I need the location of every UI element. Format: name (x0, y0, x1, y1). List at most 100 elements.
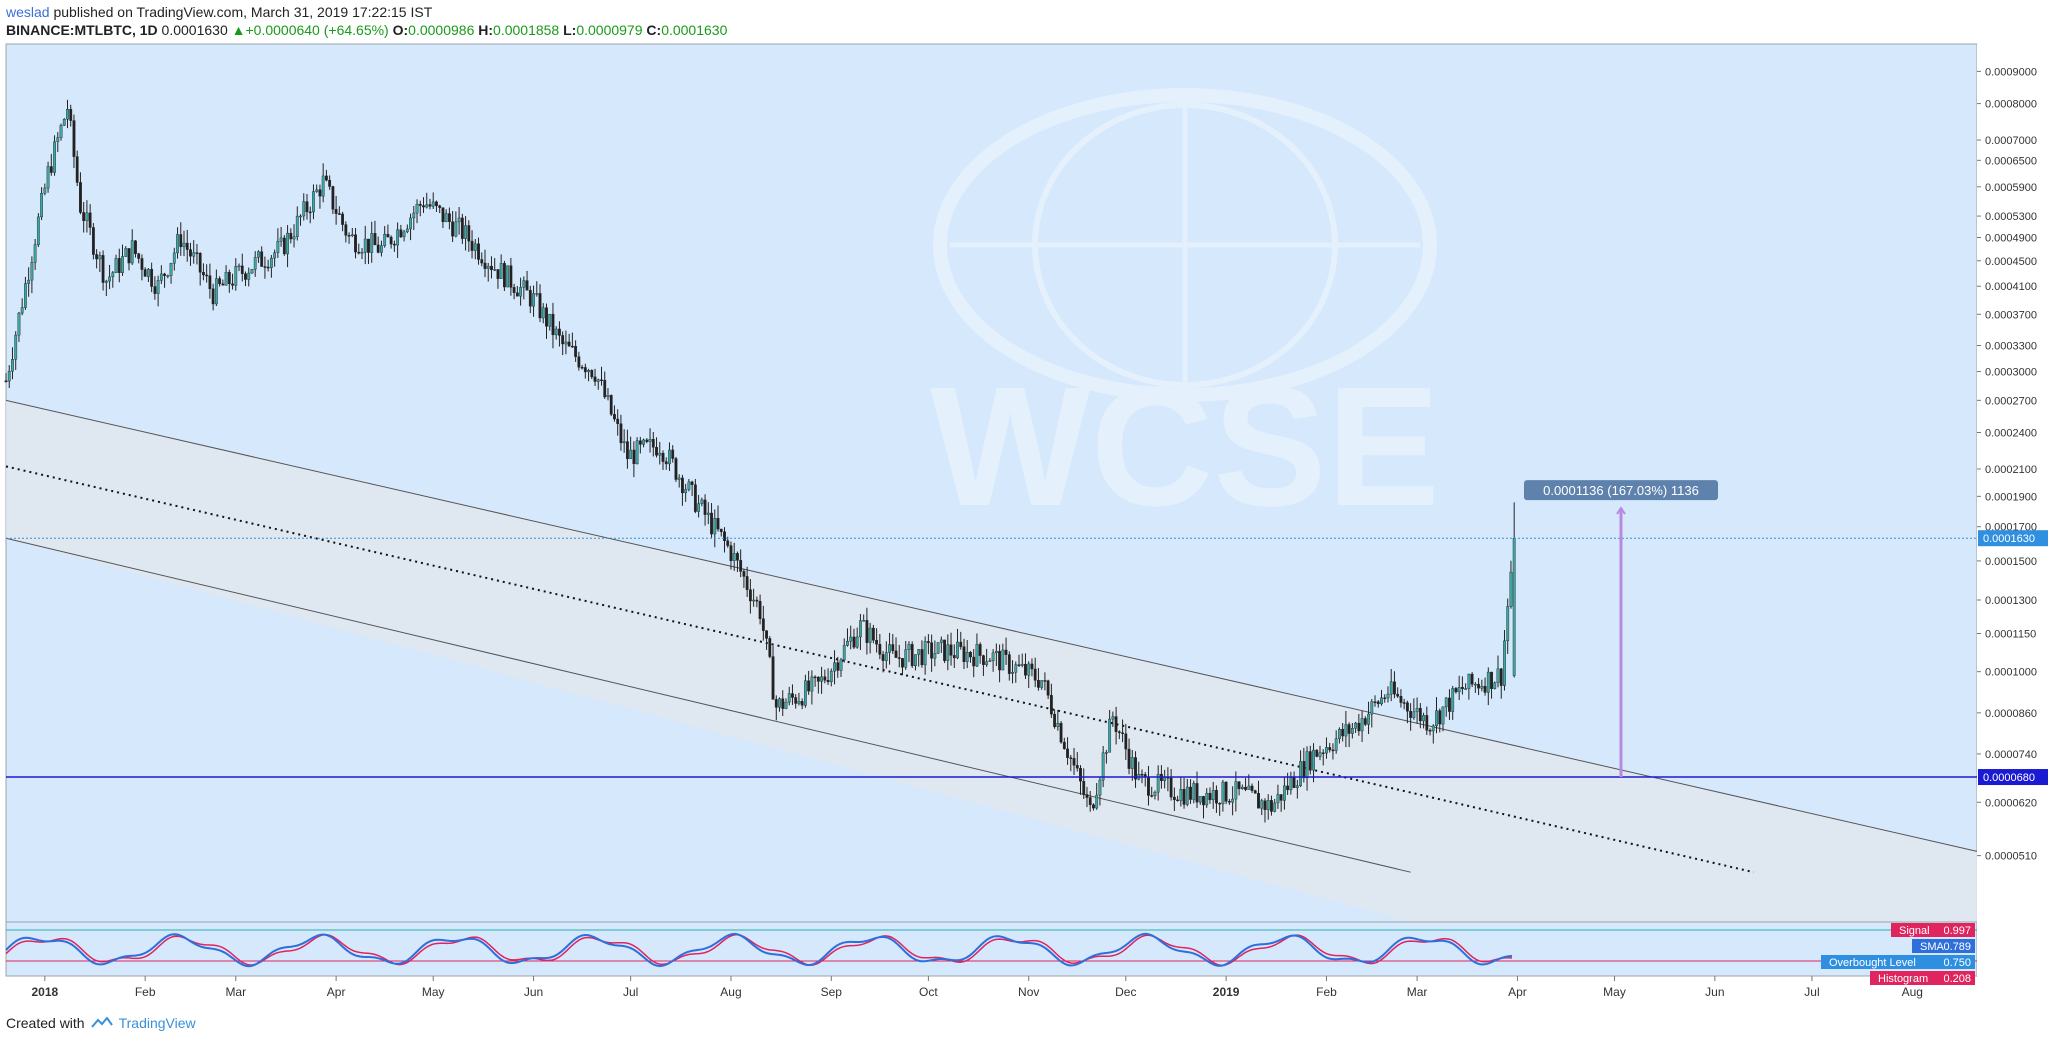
candle (687, 478, 691, 492)
candle (1150, 786, 1154, 798)
candle (551, 302, 555, 349)
candle (800, 698, 804, 710)
candle (163, 272, 166, 288)
candle (396, 222, 400, 258)
author-link[interactable]: weslad (6, 4, 50, 20)
candle (202, 263, 205, 281)
channel-lower-line (5, 537, 1411, 873)
candle (33, 239, 37, 270)
candle (11, 347, 14, 380)
last-price: 0.0001630 (161, 22, 228, 38)
candle (748, 579, 752, 614)
price-lines (6, 537, 1977, 778)
candle (651, 431, 655, 457)
candle (1037, 668, 1040, 691)
indicator-legend-box (1912, 939, 1975, 953)
candle (85, 200, 89, 233)
candle (1053, 709, 1057, 729)
candle (124, 246, 128, 257)
candle (244, 271, 247, 287)
candle (791, 684, 794, 705)
candle (1328, 742, 1332, 753)
y-tick-label: 0.0007000 (1985, 135, 2037, 147)
low-label: L: (563, 22, 577, 38)
candle (104, 279, 108, 297)
candle (30, 256, 34, 294)
candle (681, 474, 684, 506)
candle (1234, 771, 1238, 812)
candle (901, 658, 904, 676)
candle (299, 214, 302, 226)
x-tick-label: Apr (327, 985, 346, 999)
candle (603, 371, 607, 399)
candle (101, 250, 105, 291)
candle (842, 638, 846, 663)
price-axis[interactable] (1977, 44, 2052, 976)
candle (962, 638, 966, 670)
candle (444, 209, 448, 223)
y-tick-label: 0.0000510 (1985, 851, 2037, 863)
candle (1389, 669, 1393, 702)
y-tick-label: 0.0008000 (1985, 99, 2037, 111)
candle (794, 694, 798, 709)
candle (538, 284, 542, 323)
candle (1182, 777, 1186, 809)
candle (593, 368, 597, 386)
price-range-measure[interactable]: 0.0001136 (167.03%) 1136 (1523, 480, 1718, 778)
y-tick-label: 0.0000620 (1985, 797, 2037, 809)
candle (982, 654, 985, 676)
candle (1202, 795, 1205, 819)
sma-line (5, 932, 1513, 968)
candle (1092, 803, 1095, 811)
candle (768, 636, 772, 659)
candle (846, 628, 849, 647)
candle (409, 213, 412, 241)
candle (991, 649, 995, 672)
candle (321, 163, 325, 203)
measure-arrowhead-icon (1616, 506, 1626, 515)
candle (590, 369, 594, 380)
candle (182, 230, 186, 257)
y-tick-label: 0.0001900 (1985, 491, 2037, 503)
candle (1040, 680, 1044, 690)
x-tick-label: Oct (919, 985, 938, 999)
up-arrow-icon: ▲ (231, 22, 246, 38)
candle (1079, 765, 1082, 795)
candle (1062, 737, 1066, 750)
candle (405, 224, 409, 234)
candle (418, 200, 422, 217)
candle (778, 697, 781, 712)
candle (7, 365, 11, 388)
candle (765, 630, 768, 650)
candle (108, 264, 111, 290)
candle (545, 303, 548, 339)
candle (315, 184, 319, 193)
candle (69, 104, 73, 127)
price-change: +0.0000640 (+64.65%) (245, 22, 389, 38)
candle (939, 636, 943, 653)
indicator-legend-label: Histogram (1878, 973, 1928, 985)
measure-label-box (1523, 480, 1718, 501)
candle (1448, 689, 1451, 720)
candle (926, 634, 930, 655)
candle (367, 238, 370, 265)
candle (257, 250, 260, 263)
y-tick-label: 0.0004500 (1985, 256, 2037, 268)
candle (1030, 658, 1034, 677)
time-axis[interactable]: 2018 Feb Mar Apr May Jun Jul Aug Sep Oct Nov Dec 201… (31, 976, 1923, 999)
candle (784, 698, 788, 710)
candle (774, 695, 778, 721)
candle (1253, 789, 1257, 794)
tradingview-link[interactable]: TradingView (118, 1015, 196, 1031)
candle (1428, 728, 1432, 736)
candle (1334, 730, 1338, 754)
candle (46, 161, 50, 193)
candle (302, 193, 306, 221)
candle (998, 644, 1001, 683)
y-tick-label: 0.0002100 (1985, 464, 2037, 476)
candle (185, 229, 189, 262)
indicator-pane[interactable] (5, 921, 1978, 977)
candle (658, 441, 662, 465)
candle (933, 640, 937, 667)
